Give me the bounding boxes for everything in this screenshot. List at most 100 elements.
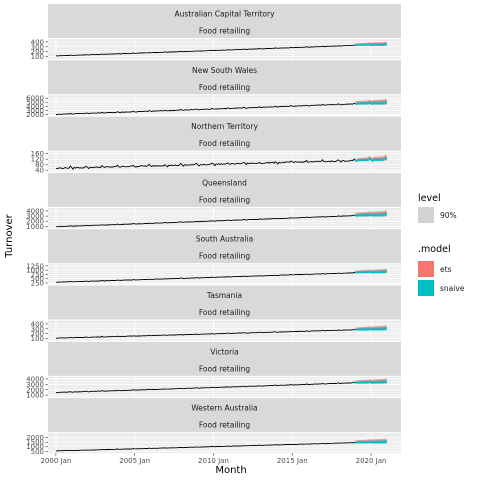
series-line-history — [55, 158, 356, 170]
y-tick-label: 1000 — [26, 267, 44, 275]
strip-label-state: Northern Territory — [191, 122, 258, 131]
forecast-line-snaive — [355, 441, 387, 444]
series-line-history — [55, 271, 356, 283]
strip-label-state: Australian Capital Territory — [174, 10, 275, 19]
panel-south-australia: South Australia Food retailing 25050075010… — [26, 229, 401, 288]
legend-level-title: level — [418, 193, 441, 204]
y-tick-label: 2000 — [26, 386, 44, 394]
strip-label-industry: Food retailing — [199, 364, 250, 373]
strip-northern-territory — [48, 116, 401, 151]
y-tick-label: 1250 — [26, 262, 44, 270]
legend: level 90% .model ets snaive — [418, 193, 465, 296]
strip-label-state: Tasmania — [206, 291, 242, 300]
y-tick-label: 160 — [31, 150, 44, 158]
forecast-line-snaive — [355, 381, 387, 384]
forecast-line-snaive — [355, 102, 388, 105]
x-axis-title: Month — [215, 465, 246, 476]
panel-background — [48, 320, 401, 341]
y-tick-label: 500 — [31, 275, 44, 283]
strip-label-industry: Food retailing — [199, 27, 250, 36]
panel-northern-territory: Northern Territory Food retailing 40801201… — [31, 116, 401, 175]
y-tick-label: 40 — [35, 167, 44, 175]
y-tick-label: 400 — [31, 38, 44, 46]
strip-australian-capital-territory — [48, 4, 401, 38]
strip-label-industry: Food retailing — [199, 308, 250, 317]
y-tick-label: 200 — [31, 48, 44, 56]
y-tick-label: 300 — [31, 325, 44, 333]
panel-new-south-wales: New South Wales Food retailing 20003000400… — [26, 60, 401, 119]
y-tick-label: 2000 — [26, 434, 44, 442]
y-tick-label: 250 — [31, 280, 44, 288]
legend-key-ets — [418, 261, 434, 277]
forecast-line-snaive — [354, 157, 388, 163]
x-axis: 2000 Jan 2005 Jan 2010 Jan 2015 Jan 2020 Jan — [40, 453, 386, 465]
strip-label-industry: Food retailing — [199, 421, 250, 430]
y-tick-label: 80 — [35, 161, 44, 169]
y-tick-label: 1000 — [26, 392, 44, 400]
series-line-history — [55, 381, 356, 394]
panel-australian-capital-territory: Australian Capital Territory Food retaili… — [31, 4, 401, 61]
strip-label-state: New South Wales — [192, 66, 257, 75]
series-line-history — [55, 102, 356, 115]
y-tick-label: 6000 — [26, 95, 44, 103]
strip-label-state: South Australia — [196, 235, 253, 244]
y-tick-label: 120 — [31, 156, 44, 164]
y-tick-label: 300 — [31, 43, 44, 51]
y-tick-label: 2000 — [26, 111, 44, 119]
legend-label-snaive: snaive — [440, 284, 465, 293]
series-line-history — [55, 44, 356, 57]
legend-label-ets: ets — [440, 265, 452, 274]
y-tick-label: 1000 — [26, 223, 44, 231]
y-tick-label: 750 — [31, 271, 44, 279]
strip-new-south-wales — [48, 60, 401, 95]
y-tick-label: 500 — [31, 448, 44, 456]
series-line-history — [55, 214, 356, 228]
y-tick-label: 4000 — [26, 375, 44, 383]
strip-victoria — [48, 341, 401, 376]
strip-label-state: Western Australia — [191, 404, 257, 413]
panel-background — [48, 151, 401, 172]
x-tick-label: 2020 Jan — [356, 457, 387, 465]
x-tick-label: 2000 Jan — [40, 457, 71, 465]
series-line-history — [55, 442, 356, 452]
y-tick-label: 3000 — [26, 213, 44, 221]
forecast-line-snaive — [355, 271, 387, 274]
y-tick-label: 200 — [31, 330, 44, 338]
strip-label-industry: Food retailing — [199, 83, 250, 92]
x-tick-label: 2005 Jan — [119, 457, 150, 465]
y-tick-label: 4000 — [26, 103, 44, 111]
forecast-line-snaive — [355, 328, 387, 331]
legend-level-key — [418, 207, 434, 223]
strip-label-state: Victoria — [210, 347, 238, 356]
strip-south-australia — [48, 229, 401, 264]
y-tick-label: 1000 — [26, 443, 44, 451]
strip-label-state: Queensland — [202, 178, 247, 187]
y-tick-label: 400 — [31, 320, 44, 328]
panel-background — [48, 433, 401, 454]
forecast-line-snaive — [355, 214, 387, 217]
forecast-line-snaive — [355, 43, 387, 46]
x-tick-label: 2010 Jan — [198, 457, 229, 465]
y-tick-label: 3000 — [26, 107, 44, 115]
strip-label-industry: Food retailing — [199, 139, 250, 148]
panel-western-australia: Western Australia Food retailing 500100015… — [26, 398, 401, 456]
strip-label-industry: Food retailing — [199, 195, 250, 204]
y-tick-label: 100 — [31, 335, 44, 343]
y-tick-label: 1500 — [26, 439, 44, 447]
legend-level-label: 90% — [440, 211, 457, 220]
y-tick-label: 5000 — [26, 99, 44, 107]
panels-group: Australian Capital Territory Food retaili… — [26, 4, 401, 456]
panel-background — [48, 207, 401, 228]
y-tick-label: 2000 — [26, 218, 44, 226]
strip-label-industry: Food retailing — [199, 252, 250, 261]
x-tick-label: 2015 Jan — [277, 457, 308, 465]
strip-queensland — [48, 172, 401, 207]
y-tick-label: 100 — [31, 53, 44, 61]
series-line-history — [55, 328, 356, 339]
strip-western-australia — [48, 398, 401, 433]
y-axis-title: Turnover — [4, 213, 15, 258]
